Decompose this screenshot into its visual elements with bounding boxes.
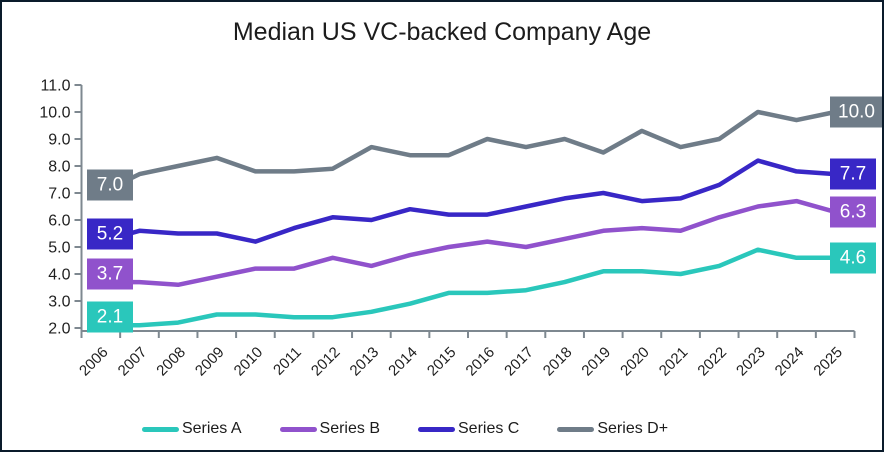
x-tick-label: 2007: [115, 344, 151, 380]
x-tick-label: 2010: [231, 344, 267, 380]
x-tick-label: 2023: [733, 344, 769, 380]
x-tick-label: 2013: [347, 344, 383, 380]
y-tick-label: 10.0: [39, 105, 70, 122]
x-tick-label: 2024: [772, 344, 808, 380]
end-value-label-series-a: 4.6: [830, 242, 876, 274]
legend: Series A Series B Series C Series D+: [2, 420, 808, 438]
series-line-series-dplus: [98, 109, 838, 196]
series-line-series-a: [98, 247, 838, 328]
y-tick-label: 4.0: [48, 267, 70, 284]
x-tick-label: 2019: [578, 344, 614, 380]
y-tick-label: 7.0: [48, 186, 70, 203]
legend-item-series-b: Series B: [279, 420, 380, 438]
x-tick-label: 2021: [656, 344, 692, 380]
x-tick-label: 2017: [501, 344, 537, 380]
y-tick-label: 5.0: [48, 240, 70, 257]
legend-swatch-series-b: [279, 426, 317, 432]
y-tick-label: 8.0: [48, 159, 70, 176]
x-tick-label: 2012: [308, 344, 344, 380]
x-tick-label: 2014: [385, 344, 421, 380]
legend-item-series-d-plus: Series D+: [557, 420, 668, 438]
x-tick-label: 2025: [810, 344, 846, 380]
start-value-label-series-a: 2.1: [87, 301, 133, 333]
chart-title: Median US VC-backed Company Age: [232, 18, 652, 46]
legend-label-series-d-plus: Series D+: [597, 420, 669, 437]
legend-label-series-b: Series B: [319, 420, 380, 437]
x-tick-label: 2015: [424, 344, 460, 380]
y-tick-label: 11.0: [41, 78, 71, 95]
series-line-series-b: [98, 198, 838, 288]
start-value-label-series-c: 5.2: [87, 218, 133, 250]
x-tick-label: 2011: [270, 344, 305, 379]
x-tick-label: 2009: [192, 344, 228, 380]
y-tick-label: 3.0: [48, 294, 70, 311]
start-value-label-series-dplus: 7.0: [87, 169, 133, 201]
x-tick-label: 2018: [540, 344, 576, 380]
end-value-label-series-dplus: 10.0: [830, 96, 882, 128]
start-value-label-series-b: 3.7: [87, 258, 133, 290]
legend-label-series-c: Series C: [458, 420, 520, 437]
x-tick-label: 2006: [76, 344, 112, 380]
series-line-series-c: [98, 158, 838, 244]
end-value-label-series-c: 7.7: [830, 158, 876, 190]
x-tick-label: 2016: [463, 344, 499, 380]
legend-item-series-c: Series C: [418, 420, 519, 438]
legend-swatch-series-a: [141, 426, 179, 432]
legend-swatch-series-c: [418, 426, 455, 432]
end-value-label-series-b: 6.3: [830, 196, 876, 228]
y-tick-label: 9.0: [48, 132, 70, 149]
y-tick-label: 2.0: [48, 321, 70, 338]
legend-item-series-a: Series A: [141, 420, 242, 438]
y-tick-label: 6.0: [48, 213, 70, 230]
legend-label-series-a: Series A: [181, 420, 242, 437]
x-tick-label: 2022: [694, 344, 730, 380]
legend-swatch-series-d-plus: [557, 426, 595, 432]
x-tick-label: 2008: [153, 344, 189, 380]
x-tick-label: 2020: [617, 344, 653, 380]
